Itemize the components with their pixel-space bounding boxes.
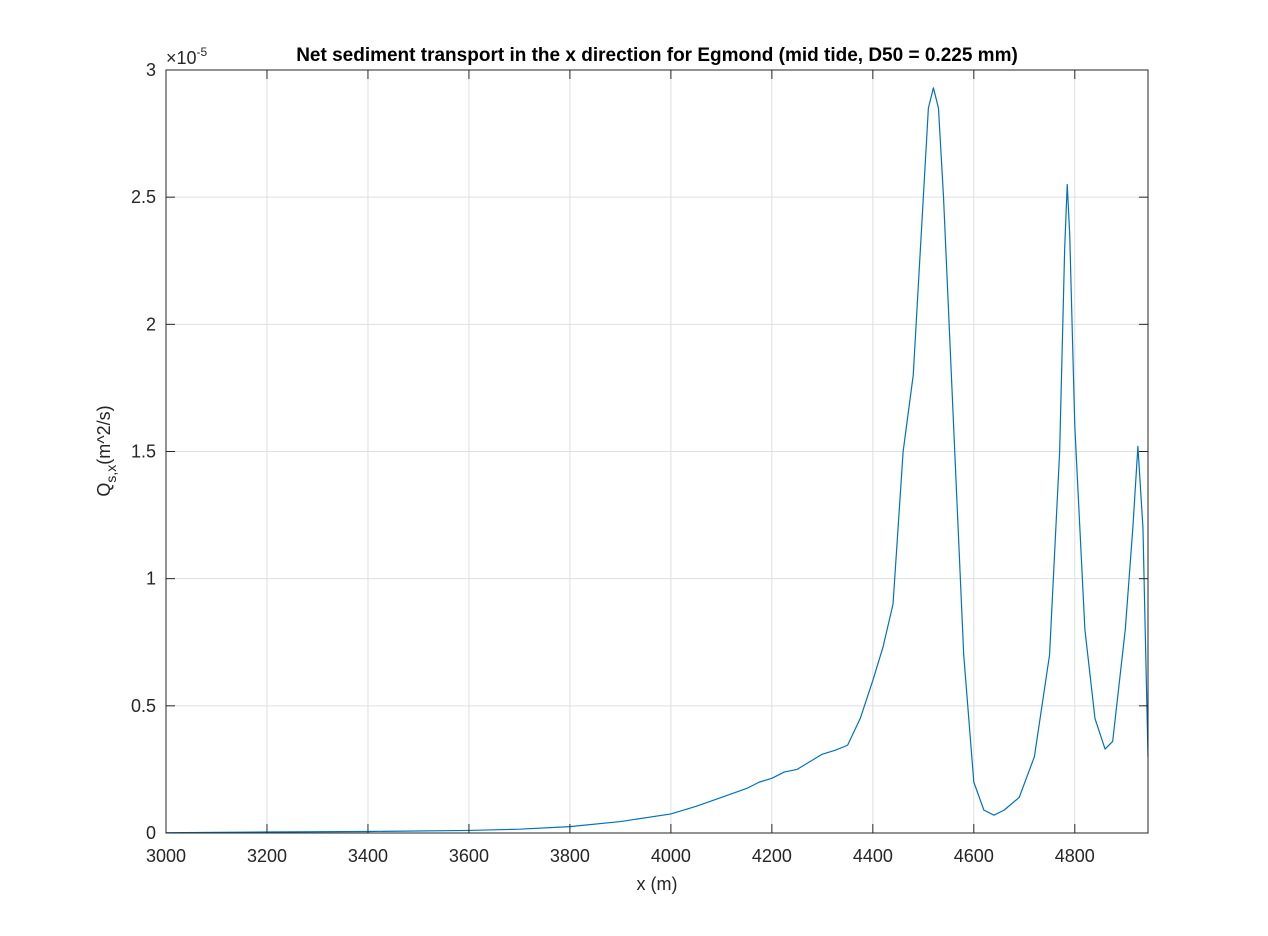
y-tick-label: 3 (146, 60, 156, 80)
x-tick-label: 4400 (853, 846, 893, 866)
x-axis-label: x (m) (637, 874, 678, 894)
x-tick-label: 3200 (247, 846, 287, 866)
plot (165, 87, 1149, 834)
y-tick-label: 0.5 (131, 696, 156, 716)
ticks: 3000 3200 3400 3600 3800 4000 4200 4400 4600 4800… (131, 60, 1148, 866)
y-label-rest: (m^2/s) (94, 405, 114, 464)
x-tick-label: 3800 (550, 846, 590, 866)
y-label-main: Q (94, 483, 114, 497)
x-tick-label: 3400 (348, 846, 388, 866)
y-tick-label: 2 (146, 314, 156, 334)
x-tick-label: 3600 (449, 846, 489, 866)
y-tick-label: 1.5 (131, 442, 156, 462)
x-tick-label: 4200 (752, 846, 792, 866)
y-multiplier-base: ×10 (166, 48, 197, 68)
y-tick-label: 2.5 (131, 187, 156, 207)
x-tick-label: 4800 (1055, 846, 1095, 866)
y-label-sub: s,x (103, 465, 119, 483)
x-tick-label: 4600 (954, 846, 994, 866)
y-axis-label: Qs,x(m^2/s) (94, 405, 119, 496)
data-line (165, 87, 1149, 834)
x-tick-label: 3000 (146, 846, 186, 866)
y-multiplier-exponent: -5 (197, 45, 208, 59)
x-tick-label: 4000 (651, 846, 691, 866)
y-tick-label: 0 (146, 823, 156, 843)
chart-title: Net sediment transport in the x directio… (296, 45, 1018, 66)
y-tick-label: 1 (146, 569, 156, 589)
y-multiplier: ×10-5 (166, 45, 208, 68)
